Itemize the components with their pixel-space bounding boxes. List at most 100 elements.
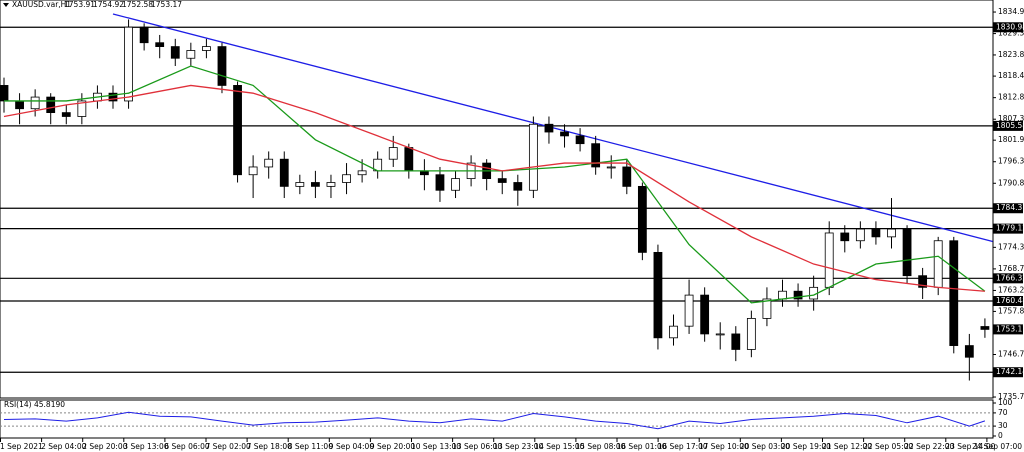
candle-body: [528, 123, 538, 191]
candle-body: [264, 158, 274, 168]
rsi-tick-label: 70: [998, 408, 1008, 417]
level-tag: [993, 120, 1023, 131]
candle-body: [575, 135, 585, 145]
candle-body: [653, 251, 663, 339]
candle-body: [61, 112, 71, 117]
candle-body: [30, 96, 40, 110]
candle-body: [108, 92, 118, 102]
level-label: 1830.98: [996, 22, 1024, 31]
level-tag: [993, 296, 1023, 307]
y-tick-label: 1790.80: [998, 178, 1024, 187]
current-price: 1753.17: [996, 324, 1024, 333]
level-label: 1760.48: [996, 296, 1024, 305]
x-tick-label: 17 Sep 10:00: [699, 442, 749, 451]
x-tick-label: 20 Sep 03:00: [740, 442, 790, 451]
level-label: 1805.58: [996, 121, 1024, 130]
ohlc-value: 1752.58: [122, 0, 153, 9]
candle-body: [217, 46, 227, 86]
x-tick-label: 22 Sep 22:00: [904, 442, 954, 451]
candle-body: [15, 100, 24, 110]
ohlc-value: 1753.17: [151, 0, 182, 9]
level-tag: [993, 22, 1023, 33]
candle-body: [155, 42, 165, 47]
ohlc-value: 1754.92: [93, 0, 124, 9]
candle-body: [139, 26, 149, 44]
symbol: XAUUSD.var,H1: [12, 0, 71, 9]
candle-body: [124, 26, 133, 102]
candle-body: [202, 46, 211, 51]
candle-body: [731, 333, 741, 350]
moving-average: [3, 84, 985, 292]
y-tick-label: 1768.75: [998, 264, 1024, 273]
menu-arrow[interactable]: [3, 3, 9, 7]
level-label: 1766.32: [996, 273, 1024, 282]
x-tick-label: 7 Sep 18:00: [247, 442, 293, 451]
candle-body: [715, 333, 725, 336]
y-tick-label: 1818.40: [998, 71, 1024, 80]
candle-body: [700, 294, 710, 335]
x-tick-label: 20 Sep 19:00: [781, 442, 831, 451]
level-label: 1779.12: [996, 224, 1024, 233]
x-tick-label: 23 Sep 14:00: [945, 442, 995, 451]
x-tick-label: 1 Sep 2021: [0, 442, 43, 451]
candle-body: [170, 46, 180, 59]
candle-body: [793, 290, 803, 300]
candle-body: [186, 50, 196, 59]
candle-body: [295, 182, 305, 187]
x-tick-label: 24 Sep 07:00: [972, 442, 1022, 451]
level-tag: [993, 223, 1023, 234]
x-tick-label: 15 Sep 08:00: [575, 442, 625, 451]
candle-body: [684, 294, 694, 327]
x-tick-label: 8 Sep 11:00: [288, 442, 334, 451]
x-tick-label: 16 Sep 01:00: [617, 442, 667, 451]
level-tag: [993, 367, 1023, 378]
rsi-tick-label: 100: [998, 398, 1013, 407]
candle-body: [279, 158, 289, 187]
x-tick-label: 14 Sep 15:00: [534, 442, 584, 451]
candle-body: [46, 96, 56, 114]
candle-body: [980, 326, 990, 330]
candle-body: [357, 170, 367, 176]
candle-body: [824, 232, 834, 288]
rsi-line: [3, 411, 986, 430]
candle-body: [310, 182, 320, 187]
rsi-tick-label: 30: [998, 421, 1008, 430]
x-tick-label: 13 Sep 23:00: [493, 442, 543, 451]
x-tick-label: 2 Sep 04:00: [41, 442, 87, 451]
candle-body: [342, 174, 351, 183]
y-tick-label: 1829.35: [998, 29, 1024, 38]
candle-body: [0, 85, 9, 102]
candle-body: [887, 228, 896, 238]
x-tick-label: 6 Sep 06:00: [164, 442, 210, 451]
candle-body: [840, 232, 850, 242]
candle-body: [248, 166, 258, 176]
y-tick-label: 1746.70: [998, 350, 1024, 359]
candle-body: [451, 178, 460, 191]
candle-body: [871, 228, 881, 238]
y-tick-label: 1807.30: [998, 114, 1024, 123]
candle-body: [949, 240, 959, 346]
rsi-name: RSI(14): [4, 400, 32, 409]
y-tick-label: 1735.75: [998, 392, 1024, 401]
rsi-value: 45.8190: [34, 400, 65, 409]
candle-body: [233, 85, 242, 176]
level-tag: [993, 203, 1023, 214]
y-tick-label: 1834.90: [998, 7, 1024, 16]
price-tag: [993, 324, 1023, 335]
candle-body: [77, 100, 87, 117]
candle-body: [606, 166, 616, 169]
candle-body: [855, 228, 865, 242]
candle-body: [778, 290, 787, 300]
rsi-panel: [0, 399, 994, 439]
candle-body: [918, 275, 928, 288]
x-tick-label: 21 Sep 12:00: [822, 442, 872, 451]
candle-body: [404, 147, 414, 172]
level-label: 1784.37: [996, 203, 1024, 212]
y-tick-label: 1812.85: [998, 93, 1024, 102]
x-tick-label: 7 Sep 02:00: [206, 442, 252, 451]
y-tick-label: 1774.30: [998, 242, 1024, 251]
x-tick-label: 9 Sep 04:00: [329, 442, 375, 451]
x-tick-label: 3 Sep 13:00: [123, 442, 169, 451]
candle-body: [622, 166, 632, 187]
